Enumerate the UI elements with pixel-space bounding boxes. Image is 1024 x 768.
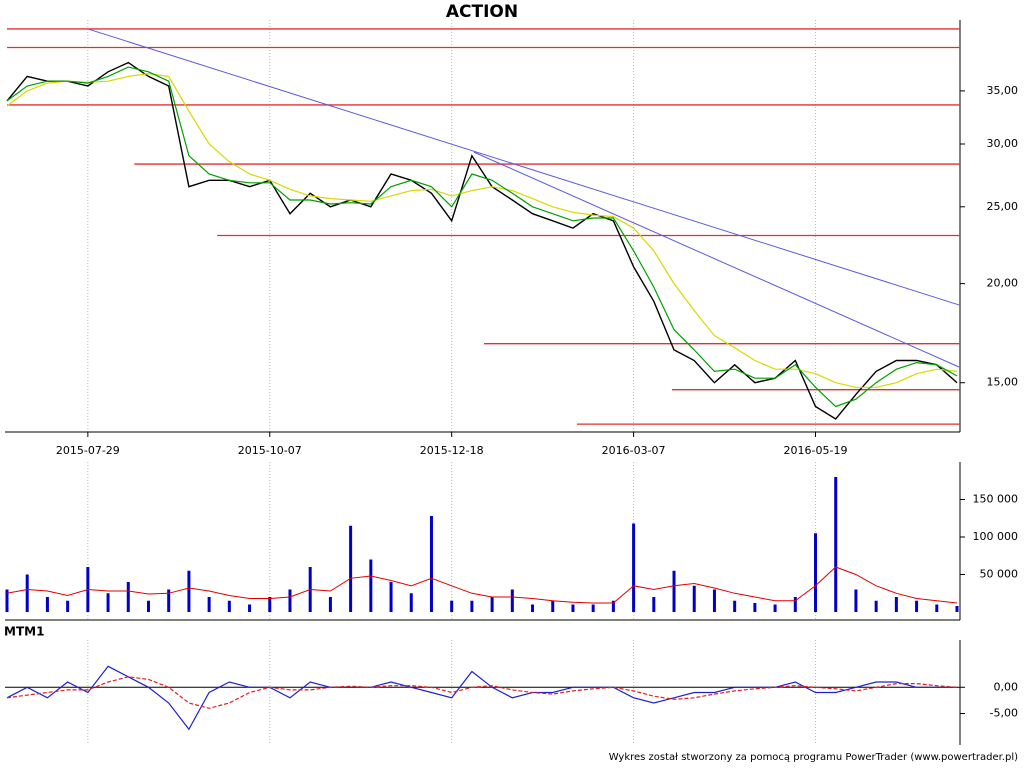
bar <box>672 570 676 612</box>
bar <box>5 589 9 612</box>
panel-title: MTM1 <box>4 625 44 639</box>
bar <box>349 525 353 612</box>
y-tick-label: 50 000 <box>980 568 1019 581</box>
average-line <box>6 566 958 604</box>
series-line <box>6 66 958 408</box>
bar <box>955 606 959 612</box>
y-tick-label: 20,00 <box>987 277 1019 290</box>
bar <box>389 582 393 612</box>
bar <box>753 603 757 612</box>
bar <box>167 589 171 612</box>
bar <box>935 604 939 612</box>
bar <box>571 604 575 612</box>
footer: Wykres został stworzony za pomocą progra… <box>609 752 1018 763</box>
bar <box>450 600 454 612</box>
bar <box>187 570 191 612</box>
bar <box>712 589 716 612</box>
y-tick-label: 15,00 <box>987 376 1019 389</box>
bar <box>328 597 332 612</box>
bar <box>591 604 595 612</box>
bar <box>510 589 514 612</box>
bar <box>611 600 615 612</box>
bar <box>632 523 636 612</box>
bar <box>793 597 797 612</box>
bar <box>874 600 878 612</box>
bar <box>692 585 696 612</box>
bar <box>288 589 292 612</box>
y-tick-label: 35,00 <box>987 84 1019 97</box>
bar <box>854 589 858 612</box>
bar <box>207 597 211 612</box>
bar <box>126 582 130 612</box>
chart-title: ACTION <box>446 2 518 22</box>
bar <box>470 600 474 612</box>
series-line <box>6 665 957 731</box>
y-tick-label: 0,00 <box>994 680 1019 693</box>
series-line <box>6 676 958 709</box>
trend-line <box>473 151 960 368</box>
bar <box>894 597 898 612</box>
bar <box>268 597 272 612</box>
bar <box>66 600 70 612</box>
y-tick-label: 25,00 <box>987 200 1019 213</box>
bar <box>369 559 373 612</box>
bar <box>409 593 413 612</box>
bar <box>814 533 818 612</box>
trend-line <box>87 28 960 306</box>
x-tick-label: 2015-07-29 <box>56 444 120 457</box>
y-tick-label: 150 000 <box>973 493 1019 506</box>
bar <box>551 600 555 612</box>
series-line <box>6 61 958 420</box>
x-tick-label: 2015-10-07 <box>238 444 302 457</box>
bar <box>773 604 777 612</box>
y-tick-label: 30,00 <box>987 137 1019 150</box>
bar <box>490 597 494 612</box>
bar <box>429 516 433 612</box>
bar <box>25 574 29 612</box>
bar <box>733 600 737 612</box>
bar <box>248 604 252 612</box>
bar <box>45 597 49 612</box>
y-tick-label: -5,00 <box>990 707 1018 720</box>
series-line <box>6 72 958 388</box>
y-tick-label: 100 000 <box>973 530 1019 543</box>
bar <box>106 593 110 612</box>
bar <box>146 600 150 612</box>
bar <box>227 600 231 612</box>
x-tick-label: 2016-03-07 <box>602 444 666 457</box>
bar <box>531 604 535 612</box>
x-tick-label: 2015-12-18 <box>420 444 484 457</box>
bar <box>915 600 919 612</box>
x-tick-label: 2016-05-19 <box>784 444 848 457</box>
bar <box>652 597 656 612</box>
bar <box>834 477 838 612</box>
